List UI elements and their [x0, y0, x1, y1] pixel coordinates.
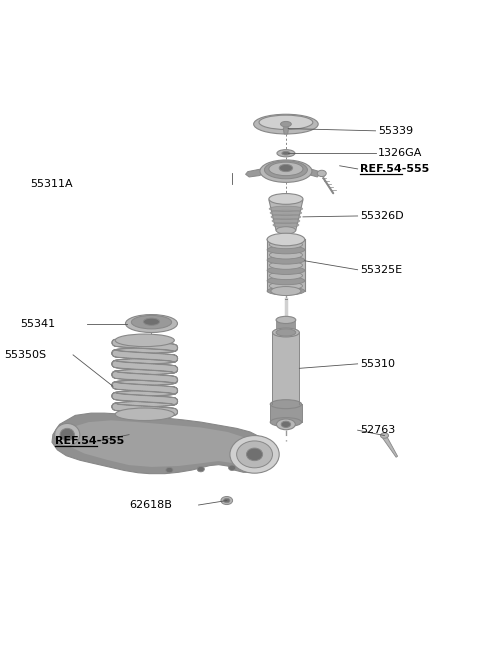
Ellipse shape [276, 329, 296, 336]
Polygon shape [52, 413, 276, 474]
Text: 62618B: 62618B [129, 500, 172, 510]
Ellipse shape [115, 334, 174, 346]
Ellipse shape [267, 234, 305, 246]
Ellipse shape [267, 287, 305, 295]
Polygon shape [267, 239, 305, 291]
Ellipse shape [115, 408, 174, 420]
Ellipse shape [237, 441, 273, 468]
Ellipse shape [269, 261, 302, 270]
Text: 55350S: 55350S [4, 350, 46, 360]
Ellipse shape [264, 161, 307, 179]
Ellipse shape [267, 256, 305, 264]
Ellipse shape [282, 152, 290, 155]
Polygon shape [383, 436, 397, 457]
Ellipse shape [270, 400, 301, 409]
Ellipse shape [270, 418, 301, 426]
Ellipse shape [280, 121, 291, 127]
Text: 55326D: 55326D [360, 211, 404, 221]
Ellipse shape [253, 114, 318, 134]
Ellipse shape [267, 277, 305, 285]
Ellipse shape [279, 165, 293, 172]
Ellipse shape [269, 194, 303, 204]
Ellipse shape [55, 424, 80, 446]
Polygon shape [273, 333, 300, 404]
Ellipse shape [230, 436, 279, 473]
Ellipse shape [317, 171, 326, 176]
Polygon shape [283, 128, 288, 134]
Text: 55339: 55339 [378, 126, 413, 136]
Ellipse shape [267, 246, 305, 254]
Polygon shape [270, 404, 301, 422]
Ellipse shape [269, 162, 303, 176]
Ellipse shape [269, 241, 302, 249]
Ellipse shape [259, 115, 313, 129]
Ellipse shape [277, 150, 295, 157]
Polygon shape [246, 169, 268, 177]
Ellipse shape [132, 316, 172, 329]
Text: 55325E: 55325E [360, 265, 402, 275]
Ellipse shape [276, 419, 295, 430]
Polygon shape [309, 169, 320, 177]
Polygon shape [63, 420, 254, 467]
Ellipse shape [197, 466, 204, 472]
Ellipse shape [273, 222, 299, 228]
Ellipse shape [269, 272, 302, 279]
Ellipse shape [144, 318, 159, 325]
Text: 55311A: 55311A [30, 178, 73, 189]
Text: 55341: 55341 [20, 319, 55, 329]
Ellipse shape [269, 282, 302, 290]
Ellipse shape [271, 287, 301, 295]
Ellipse shape [272, 218, 300, 224]
Ellipse shape [271, 214, 301, 220]
Text: REF.54-555: REF.54-555 [55, 436, 124, 446]
Ellipse shape [270, 210, 302, 216]
Ellipse shape [221, 497, 233, 504]
Ellipse shape [269, 206, 302, 211]
Text: 55310: 55310 [360, 359, 395, 369]
Ellipse shape [281, 421, 290, 428]
Ellipse shape [273, 328, 300, 337]
Ellipse shape [125, 315, 178, 333]
Ellipse shape [381, 433, 388, 438]
Ellipse shape [267, 266, 305, 274]
Text: 1326GA: 1326GA [378, 148, 422, 158]
Ellipse shape [166, 467, 173, 473]
Polygon shape [276, 320, 296, 333]
Text: REF.54-555: REF.54-555 [360, 164, 429, 174]
Ellipse shape [247, 448, 263, 461]
Ellipse shape [260, 160, 312, 182]
Ellipse shape [269, 251, 302, 259]
Ellipse shape [228, 465, 236, 470]
Ellipse shape [224, 499, 230, 502]
Polygon shape [269, 200, 303, 230]
Ellipse shape [276, 316, 296, 323]
Text: 52763: 52763 [360, 425, 395, 435]
Ellipse shape [267, 236, 305, 243]
Ellipse shape [60, 428, 74, 441]
Ellipse shape [276, 227, 296, 234]
